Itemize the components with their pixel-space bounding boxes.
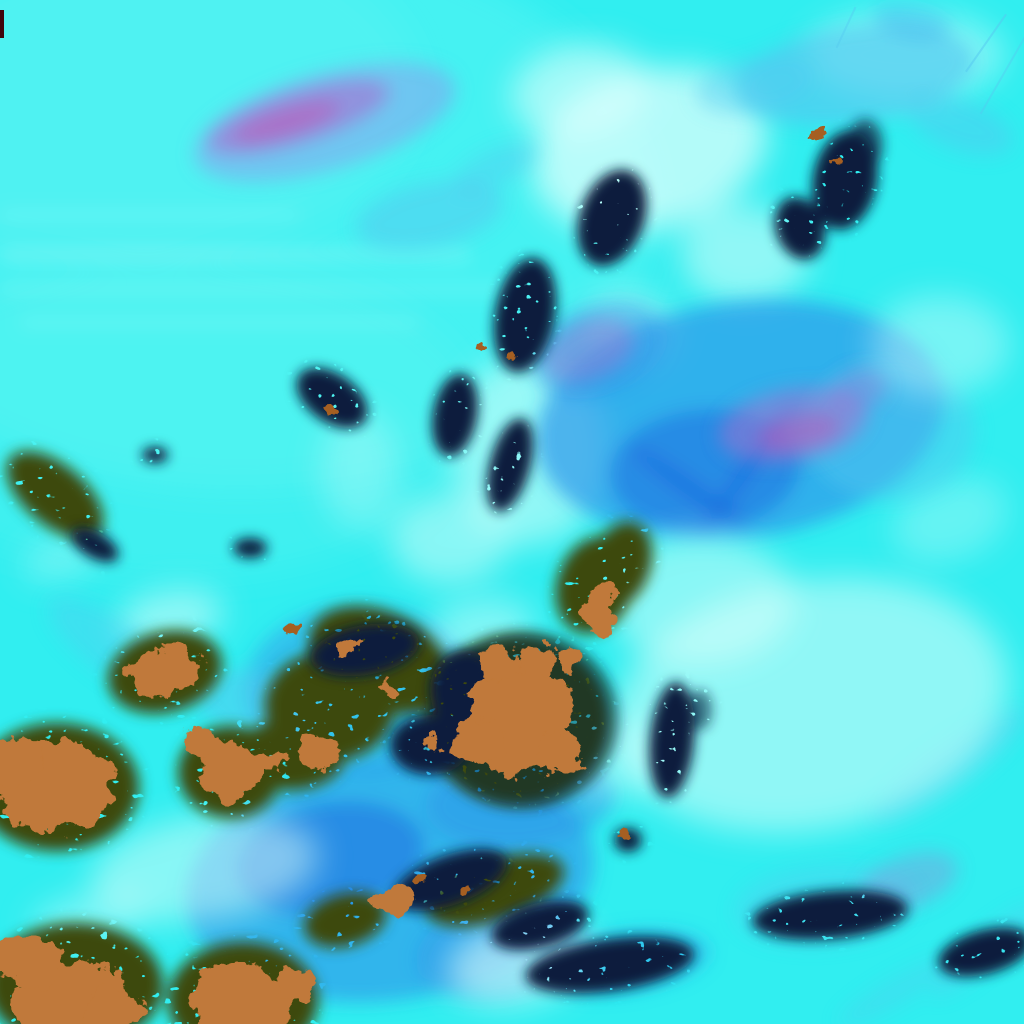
haze-shape: [390, 495, 510, 585]
haze-shape: [510, 44, 650, 136]
speckle-dark-shape: [938, 927, 1024, 977]
land-patches-shape: [275, 969, 315, 1001]
land-patches-shape: [423, 740, 443, 754]
speckle-dark-shape: [392, 848, 508, 912]
speckle-dark-shape: [233, 538, 267, 558]
land-patches-shape: [525, 642, 555, 678]
speckle-dark-shape: [491, 900, 589, 950]
speckle-dark-shape: [432, 373, 478, 457]
land-flecks-shape: [619, 830, 631, 840]
haze-shape: [320, 410, 400, 530]
land-flecks-shape: [325, 404, 339, 416]
speckle-olive-shape: [587, 521, 653, 609]
land-flecks-shape: [474, 343, 486, 351]
speckle-dark-shape: [525, 936, 695, 994]
marks-shape: [979, 35, 1024, 115]
marks-shape: [835, 6, 857, 49]
haze-over-shape: [605, 535, 795, 665]
blue-zones-shape: [838, 957, 952, 1024]
speckle-dark-shape: [296, 367, 368, 429]
speckle-dark-shape: [71, 527, 119, 563]
purple-smudges-shape: [828, 368, 888, 412]
haze-over-shape: [90, 814, 320, 922]
purple-smudges-shape: [758, 412, 842, 452]
speckle-dark-shape: [688, 690, 712, 730]
land-patches-shape: [188, 730, 222, 758]
layer-land-flecks: [282, 127, 844, 894]
speckle-dark-shape: [577, 169, 647, 267]
speckle-dark-shape: [752, 890, 908, 940]
land-patches-shape: [584, 587, 616, 637]
marks-shape: [0, 10, 4, 38]
speckle-dark-shape: [487, 418, 533, 512]
land-flecks-shape: [832, 157, 844, 165]
layer-banding: [0, 210, 560, 327]
land-patches-shape: [198, 744, 262, 800]
layer-purple-smudges: [194, 62, 958, 913]
land-flecks-shape: [508, 352, 518, 360]
land-patches-shape: [379, 684, 397, 696]
layer-marks: [0, 6, 1024, 115]
land-flecks-shape: [460, 886, 470, 894]
haze-shape: [891, 477, 1009, 563]
speckle-dark-shape: [493, 257, 557, 373]
speckle-dark-shape: [774, 196, 826, 260]
land-patches-shape: [252, 748, 284, 772]
land-flecks-shape: [413, 873, 427, 883]
banding-shape: [0, 210, 300, 220]
banding-shape: [0, 248, 470, 262]
land-patches-shape: [191, 963, 295, 1024]
speckle-olive-shape: [425, 853, 565, 927]
speckle-dark-shape: [142, 447, 168, 463]
speckle-olive-shape: [303, 892, 387, 948]
marks-shape: [965, 13, 1007, 73]
land-patches-shape: [373, 884, 417, 916]
land-patches-shape: [129, 646, 201, 696]
speckle-olive-shape: [6, 451, 104, 539]
haze-shape: [115, 588, 225, 648]
speckle-dark-shape: [310, 623, 420, 677]
speckle-dark-shape: [847, 119, 883, 171]
land-patches-shape: [0, 738, 42, 786]
land-flecks-shape: [809, 127, 827, 141]
land-flecks-shape: [282, 622, 302, 634]
blue-zones-shape: [872, 4, 952, 40]
land-patches-shape: [82, 988, 142, 1024]
land-patches-shape: [558, 641, 582, 669]
purple-smudges-shape: [541, 317, 635, 383]
land-patches-shape: [454, 720, 506, 764]
land-patches-shape: [535, 735, 581, 771]
banding-shape: [0, 284, 560, 294]
land-patches-shape: [0, 933, 62, 987]
banding-shape: [20, 318, 420, 327]
land-patches-shape: [296, 734, 340, 770]
land-patches-shape: [480, 647, 520, 681]
blue-zones-shape: [356, 180, 504, 250]
blue-zones-shape: [453, 142, 537, 194]
blue-zones-shape: [907, 94, 1013, 156]
purple-smudges-shape: [233, 101, 339, 143]
blue-zones-shape: [695, 55, 815, 115]
speckle-dark-shape: [649, 682, 695, 798]
land-patches-shape: [336, 638, 364, 658]
layer-land-patches: [0, 587, 616, 1024]
haze-over-shape: [870, 295, 1010, 395]
